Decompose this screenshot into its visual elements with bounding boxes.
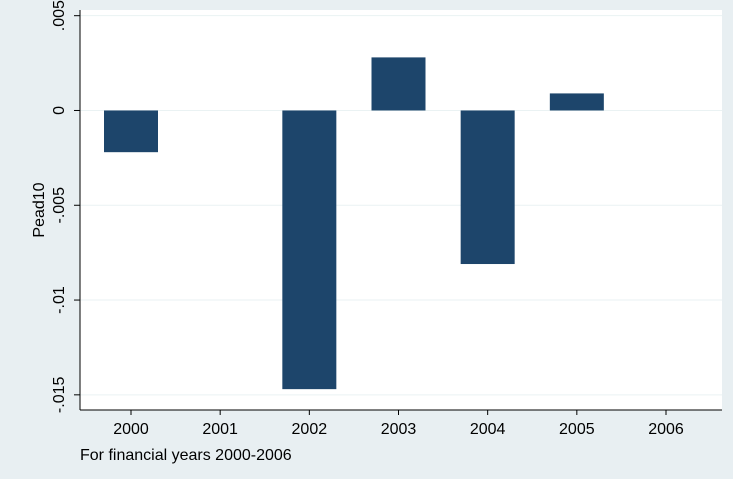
bar-2005 bbox=[549, 93, 604, 111]
x-tick-label: 2000 bbox=[113, 421, 149, 438]
bar-2004 bbox=[460, 110, 515, 265]
y-tick-label: 0 bbox=[51, 106, 68, 115]
x-axis-ticks: 2000 2001 2002 2003 2004 2005 2006 bbox=[113, 410, 684, 438]
x-tick-label: 2001 bbox=[202, 421, 238, 438]
y-tick-label: -.005 bbox=[51, 187, 68, 224]
bar-2002 bbox=[282, 110, 337, 390]
y-axis-title: Pead10 bbox=[31, 182, 48, 237]
x-tick-label: 2006 bbox=[648, 421, 684, 438]
bar-2000 bbox=[104, 110, 158, 153]
x-tick-label: 2002 bbox=[292, 421, 328, 438]
bars bbox=[104, 57, 604, 390]
x-tick-label: 2004 bbox=[470, 421, 506, 438]
x-tick-label: 2003 bbox=[381, 421, 417, 438]
bar-2003 bbox=[371, 57, 426, 111]
chart-note: For financial years 2000-2006 bbox=[80, 447, 292, 464]
x-tick-label: 2005 bbox=[559, 421, 595, 438]
y-tick-label: .005 bbox=[51, 0, 68, 31]
gridlines bbox=[80, 15, 722, 396]
y-tick-label: -.01 bbox=[51, 286, 68, 314]
y-axis-ticks: -.015 -.01 -.005 0 .005 bbox=[51, 0, 80, 413]
y-tick-label: -.015 bbox=[51, 376, 68, 413]
